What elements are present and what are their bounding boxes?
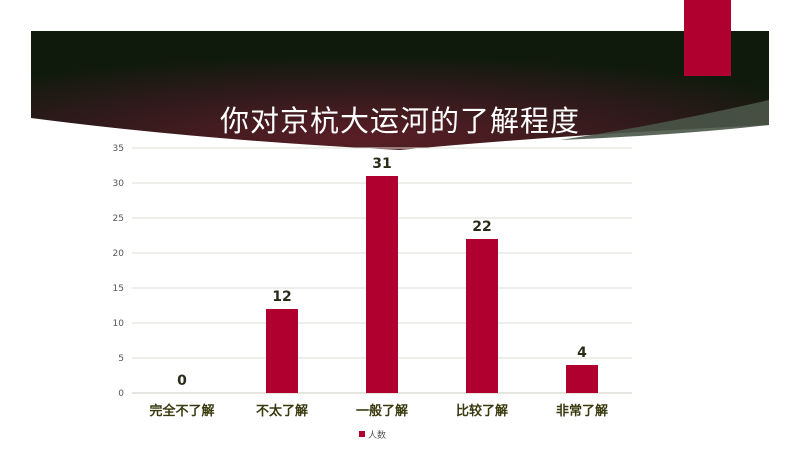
bar bbox=[566, 365, 598, 393]
bar bbox=[366, 176, 398, 393]
data-label: 0 bbox=[177, 373, 187, 389]
x-tick-label: 比较了解 bbox=[456, 403, 508, 419]
data-label: 22 bbox=[472, 219, 491, 235]
bar bbox=[266, 309, 298, 393]
slide-title: 你对京杭大运河的了解程度 bbox=[219, 104, 580, 138]
x-tick-label: 不太了解 bbox=[256, 403, 308, 419]
y-tick-label: 5 bbox=[118, 354, 124, 364]
data-label: 31 bbox=[372, 156, 391, 172]
y-tick-label: 20 bbox=[113, 249, 125, 259]
data-label: 4 bbox=[577, 345, 587, 361]
x-tick-label: 完全不了解 bbox=[149, 403, 214, 419]
y-tick-label: 10 bbox=[113, 319, 125, 329]
y-tick-label: 0 bbox=[118, 389, 124, 399]
x-tick-label: 一般了解 bbox=[356, 403, 408, 419]
data-label: 12 bbox=[272, 289, 291, 305]
bar bbox=[466, 239, 498, 393]
accent-block bbox=[684, 0, 731, 76]
legend-label: 人数 bbox=[368, 429, 386, 441]
legend-swatch bbox=[359, 431, 365, 437]
y-tick-label: 35 bbox=[113, 144, 124, 154]
y-tick-label: 30 bbox=[113, 179, 125, 189]
y-tick-label: 25 bbox=[113, 214, 124, 224]
x-tick-label: 非常了解 bbox=[556, 403, 608, 419]
y-tick-label: 15 bbox=[113, 284, 124, 294]
